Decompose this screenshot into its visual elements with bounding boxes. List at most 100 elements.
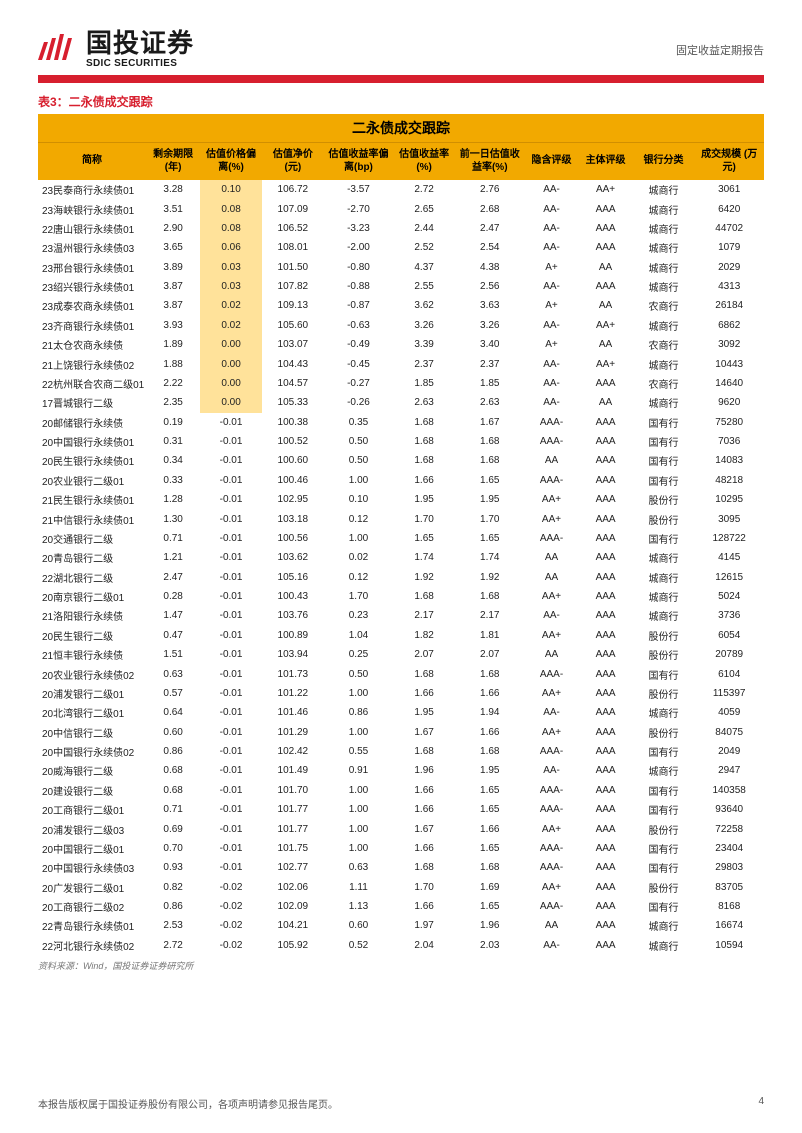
table-cell: 2049 xyxy=(694,742,764,761)
table-cell: 2.53 xyxy=(146,916,200,935)
table-cell: 0.00 xyxy=(200,393,262,412)
table-cell: 股份行 xyxy=(633,684,695,703)
table-cell: 1.00 xyxy=(324,471,394,490)
table-row: 20交通银行二级0.71-0.01100.561.001.651.65AAA-A… xyxy=(38,529,764,548)
table-cell: 国有行 xyxy=(633,839,695,858)
table-cell: 0.60 xyxy=(146,723,200,742)
table-cell: 国有行 xyxy=(633,471,695,490)
table-row: 23齐商银行永续债013.930.02105.60-0.633.263.26AA… xyxy=(38,316,764,335)
table-row: 20工商银行二级010.71-0.01101.771.001.661.65AAA… xyxy=(38,800,764,819)
table-cell: AAA xyxy=(579,626,633,645)
table-cell: -0.01 xyxy=(200,451,262,470)
table-cell: 股份行 xyxy=(633,490,695,509)
table-cell: AA+ xyxy=(579,354,633,373)
table-cell: 2.17 xyxy=(455,606,525,625)
table-cell: 23邢台银行永续债01 xyxy=(38,258,146,277)
table-cell: 1.85 xyxy=(455,374,525,393)
table-cell: 农商行 xyxy=(633,335,695,354)
table-row: 20北湾银行二级010.64-0.01101.460.861.951.94AA-… xyxy=(38,703,764,722)
table-cell: 4313 xyxy=(694,277,764,296)
table-cell: 104.43 xyxy=(262,354,324,373)
table-row: 22湖北银行二级2.47-0.01105.160.121.921.92AAAAA… xyxy=(38,568,764,587)
table-cell: AA- xyxy=(525,703,579,722)
table-cell: 1.11 xyxy=(324,878,394,897)
table-cell: 股份行 xyxy=(633,723,695,742)
table-cell: AAA xyxy=(579,645,633,664)
table-cell: 3.65 xyxy=(146,238,200,257)
table-cell: 109.13 xyxy=(262,296,324,315)
table-cell: -0.02 xyxy=(200,916,262,935)
table-cell: 20工商银行二级01 xyxy=(38,800,146,819)
table-cell: 12615 xyxy=(694,568,764,587)
table-cell: 21上饶银行永续债02 xyxy=(38,354,146,373)
table-cell: -0.49 xyxy=(324,335,394,354)
table-cell: AA- xyxy=(525,199,579,218)
column-header: 估值净价 (元) xyxy=(262,143,324,181)
table-cell: 1.68 xyxy=(393,451,455,470)
table-cell: 4059 xyxy=(694,703,764,722)
table-cell: 1.00 xyxy=(324,723,394,742)
table-cell: 2.68 xyxy=(455,199,525,218)
table-cell: 0.10 xyxy=(324,490,394,509)
table-cell: 城商行 xyxy=(633,761,695,780)
table-cell: 城商行 xyxy=(633,219,695,238)
table-cell: 102.42 xyxy=(262,742,324,761)
table-cell: 国有行 xyxy=(633,664,695,683)
table-cell: 115397 xyxy=(694,684,764,703)
table-cell: -0.88 xyxy=(324,277,394,296)
table-cell: 1.70 xyxy=(393,509,455,528)
table-cell: 股份行 xyxy=(633,645,695,664)
table-cell: 0.23 xyxy=(324,606,394,625)
table-cell: 1.95 xyxy=(455,490,525,509)
table-cell: 100.89 xyxy=(262,626,324,645)
table-cell: -2.70 xyxy=(324,199,394,218)
logo-en: SDIC SECURITIES xyxy=(86,58,194,69)
table-row: 21恒丰银行永续债1.51-0.01103.940.252.072.07AAAA… xyxy=(38,645,764,664)
table-cell: 101.50 xyxy=(262,258,324,277)
logo-icon xyxy=(38,32,76,68)
table-cell: 0.02 xyxy=(200,316,262,335)
table-cell: 21中信银行永续债01 xyxy=(38,509,146,528)
table-cell: AA- xyxy=(525,393,579,412)
table-cell: -0.01 xyxy=(200,568,262,587)
table-cell: 1.66 xyxy=(455,819,525,838)
table-cell: 1.68 xyxy=(393,858,455,877)
data-source: 资料来源：Wind，国投证券证券研究所 xyxy=(38,959,764,972)
table-cell: AAA xyxy=(579,509,633,528)
table-cell: AA xyxy=(579,258,633,277)
table-cell: AAA xyxy=(579,897,633,916)
table-cell: 0.69 xyxy=(146,819,200,838)
table-cell: 20建设银行二级 xyxy=(38,781,146,800)
table-cell: AAA xyxy=(579,742,633,761)
table-cell: AAA xyxy=(579,238,633,257)
table-cell: 1.68 xyxy=(455,451,525,470)
table-cell: 2.56 xyxy=(455,277,525,296)
table-cell: -0.01 xyxy=(200,781,262,800)
table-cell: 20工商银行二级02 xyxy=(38,897,146,916)
table-cell: 3061 xyxy=(694,180,764,199)
table-cell: 3.26 xyxy=(455,316,525,335)
table-cell: 2.72 xyxy=(393,180,455,199)
table-cell: AA- xyxy=(525,180,579,199)
table-cell: AAA xyxy=(579,432,633,451)
table-cell: 0.47 xyxy=(146,626,200,645)
table-cell: 2.76 xyxy=(455,180,525,199)
table-cell: 22杭州联合农商二级01 xyxy=(38,374,146,393)
table-cell: AAA xyxy=(579,199,633,218)
table-cell: AA+ xyxy=(525,684,579,703)
table-cell: 1.82 xyxy=(393,626,455,645)
table-cell: 2.07 xyxy=(455,645,525,664)
table-cell: 1.51 xyxy=(146,645,200,664)
logo-cn: 国投证券 xyxy=(86,30,194,56)
table-cell: AA+ xyxy=(525,819,579,838)
table-cell: 2.35 xyxy=(146,393,200,412)
table-cell: 1.30 xyxy=(146,509,200,528)
column-header: 成交规模 (万元) xyxy=(694,143,764,181)
table-cell: AA xyxy=(525,568,579,587)
table-row: 20民生银行永续债010.34-0.01100.600.501.681.68AA… xyxy=(38,451,764,470)
table-cell: 2029 xyxy=(694,258,764,277)
table-cell: 2.65 xyxy=(393,199,455,218)
table-cell: 44702 xyxy=(694,219,764,238)
table-cell: 城商行 xyxy=(633,277,695,296)
table-cell: 106.72 xyxy=(262,180,324,199)
